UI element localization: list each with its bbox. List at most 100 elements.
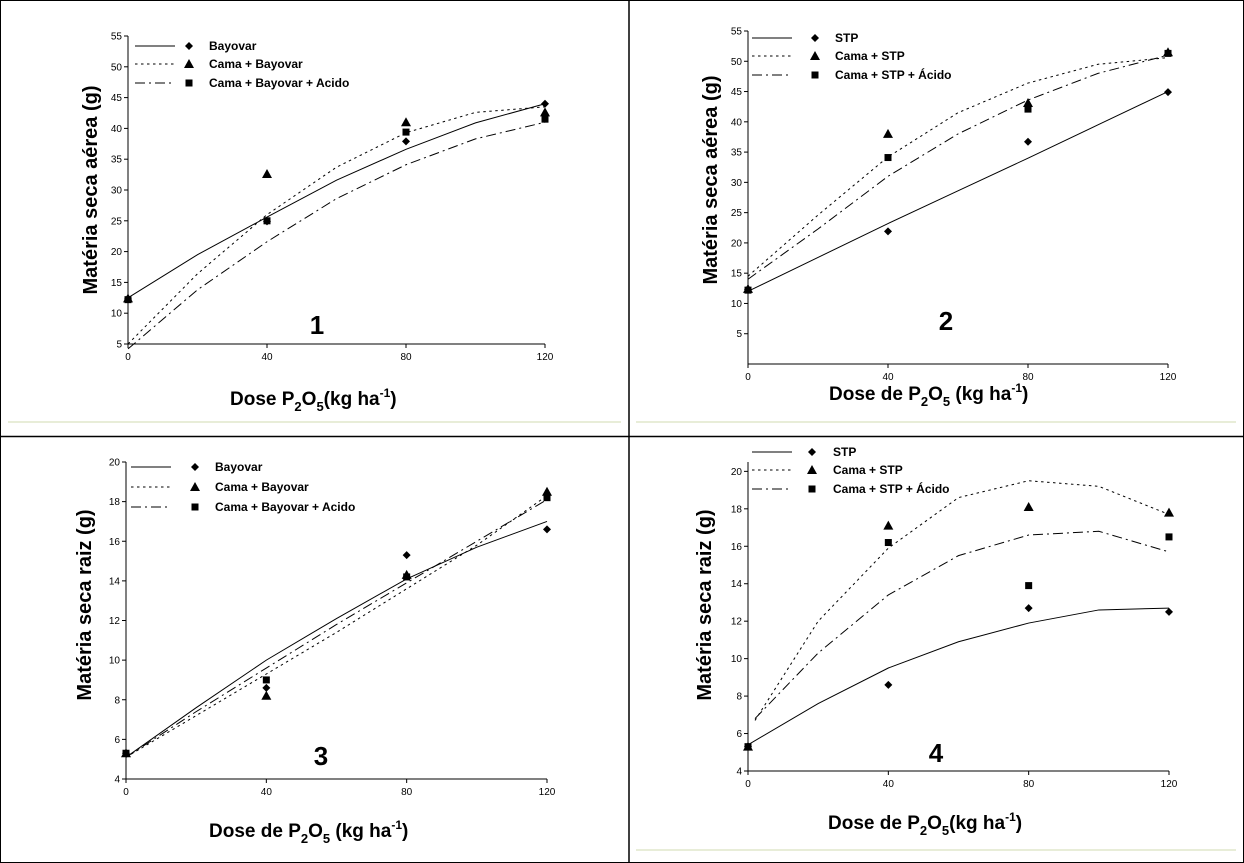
- panel-number: 3: [314, 741, 328, 771]
- x-label-subscript: 2: [921, 394, 928, 409]
- data-point: [401, 117, 411, 127]
- x-tick-label: 0: [123, 787, 129, 798]
- legend-label: Cama + Bayovar: [209, 57, 303, 71]
- x-label-prefix: Dose P: [230, 389, 295, 410]
- data-point: [262, 676, 270, 684]
- x-label-close-paren: ): [390, 389, 396, 410]
- legend-label: Cama + STP: [833, 463, 903, 477]
- legend-label: STP: [833, 445, 856, 459]
- y-tick-label: 30: [111, 186, 123, 197]
- legend-marker: [808, 448, 816, 456]
- data-point: [122, 749, 130, 757]
- x-label-close-paren: ): [1022, 384, 1028, 405]
- data-point: [1025, 582, 1033, 590]
- y-tick-label: 20: [109, 458, 121, 469]
- data-point: [124, 296, 132, 304]
- y-tick-label: 16: [731, 542, 743, 553]
- y-tick-label: 40: [111, 124, 123, 135]
- panel-number: 4: [929, 738, 944, 768]
- legend-entry: Cama + Bayovar + Acido: [131, 500, 355, 514]
- fit-curve: [747, 54, 1169, 280]
- data-point: [402, 551, 411, 560]
- data-point: [1165, 533, 1173, 541]
- x-tick-label: 0: [745, 779, 751, 790]
- x-tick-label: 120: [1161, 779, 1178, 790]
- y-tick-label: 55: [731, 27, 743, 38]
- data-point: [744, 743, 752, 751]
- x-label-prefix: Dose de P: [829, 384, 921, 405]
- x-tick-label: 40: [882, 372, 894, 383]
- y-tick-label: 10: [109, 656, 121, 667]
- panel-number: 2: [939, 306, 953, 336]
- series-1: [744, 88, 1172, 294]
- data-point: [883, 520, 894, 530]
- data-point: [541, 99, 549, 108]
- x-label-subscript: 5: [943, 394, 950, 409]
- legend-label: Cama + Bayovar: [215, 480, 309, 494]
- legend-label: Bayovar: [209, 39, 257, 53]
- y-tick-label: 18: [109, 497, 121, 508]
- chart-panel-3: 4 6 8 10 12 14 16 18 20 0 40 80 120 Matéria seca raiz…: [74, 458, 556, 847]
- y-axis-label: Matéria seca raiz (g): [74, 509, 96, 700]
- x-tick-label: 120: [1160, 372, 1177, 383]
- legend-entry: Cama + STP: [752, 49, 905, 63]
- x-label-subscript: 2: [920, 823, 927, 838]
- fit-curve: [125, 499, 548, 758]
- series-1: [122, 520, 551, 758]
- fit-curve: [747, 57, 1169, 277]
- legend-marker: [184, 59, 194, 68]
- x-tick-label: 40: [261, 352, 273, 363]
- data-point: [541, 115, 549, 123]
- series-1: [124, 99, 549, 304]
- y-tick-label: 20: [731, 467, 743, 478]
- x-label-unit: (kg ha: [330, 821, 392, 842]
- legend-entry: Bayovar: [135, 39, 257, 53]
- series-1: [744, 604, 1173, 751]
- x-tick-label: 80: [1022, 372, 1034, 383]
- legend-entry: Cama + Bayovar + Acido: [135, 76, 349, 90]
- legend-marker: [807, 465, 817, 474]
- y-tick-label: 25: [731, 208, 743, 219]
- x-tick-label: 120: [537, 352, 554, 363]
- y-tick-label: 14: [109, 576, 121, 587]
- x-label-oxygen: O: [302, 389, 317, 410]
- y-tick-label: 12: [731, 617, 743, 628]
- y-tick-label: 10: [731, 299, 743, 310]
- legend-entry: Bayovar: [131, 460, 263, 474]
- series-2: [743, 47, 1173, 293]
- legend-marker: [185, 42, 193, 50]
- x-label-subscript: 2: [301, 831, 308, 846]
- y-tick-label: 8: [114, 695, 120, 706]
- x-label-subscript: 2: [294, 399, 301, 414]
- x-axis-label: Dose de P2O5(kg ha-1): [828, 810, 1022, 838]
- y-tick-label: 45: [111, 93, 123, 104]
- y-tick-label: 5: [116, 340, 122, 351]
- x-tick-label: 120: [539, 787, 556, 798]
- data-point: [540, 107, 550, 117]
- data-point: [542, 486, 552, 496]
- data-point: [402, 137, 410, 146]
- legend-entry: Cama + Bayovar: [131, 480, 309, 494]
- x-axis-label: Dose de P2O5 (kg ha-1): [829, 381, 1028, 409]
- series-3: [744, 530, 1173, 751]
- y-tick-label: 5: [736, 329, 742, 340]
- series-3: [124, 115, 549, 350]
- x-label-superscript: -1: [380, 386, 391, 400]
- fit-curve: [754, 530, 1170, 719]
- data-point: [543, 494, 551, 502]
- fit-curve: [747, 607, 1170, 746]
- y-axis-label: Matéria seca aérea (g): [80, 85, 102, 294]
- legend-marker: [810, 51, 820, 60]
- x-label-unit: (kg ha: [950, 384, 1012, 405]
- legend-marker: [191, 463, 199, 471]
- legend-label: Bayovar: [215, 460, 263, 474]
- y-tick-label: 50: [731, 57, 743, 68]
- data-point: [403, 573, 411, 581]
- y-tick-label: 6: [114, 735, 120, 746]
- x-label-oxygen: O: [308, 821, 323, 842]
- y-tick-label: 4: [736, 767, 742, 778]
- x-label-superscript: -1: [1005, 810, 1016, 824]
